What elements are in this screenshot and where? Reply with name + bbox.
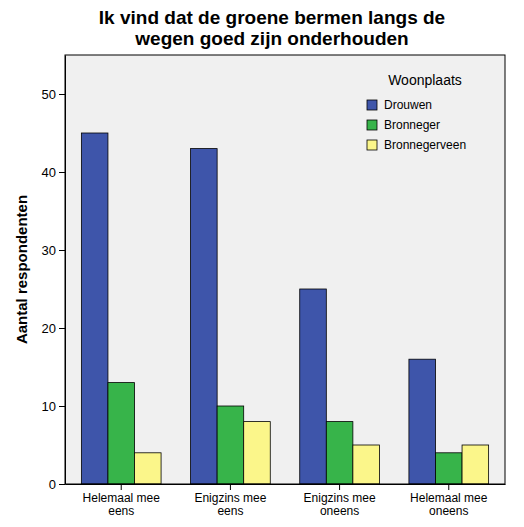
x-axis: Helemaal meeeens Enigzins meeeens Enigzins… — [66, 484, 506, 518]
y-tick-mark — [59, 328, 65, 329]
y-tick-mark — [59, 484, 65, 485]
legend-swatch — [367, 120, 377, 130]
y-tick-mark — [59, 250, 65, 251]
bar — [244, 422, 271, 484]
y-tick-label: 0 — [49, 477, 56, 492]
y-tick: 0 — [49, 477, 65, 492]
legend-label: Drouwen — [384, 98, 432, 112]
legend: Woonplaats Drouwen Bronneger Bronnegerveen — [367, 72, 466, 152]
bar — [435, 453, 462, 484]
y-tick-label: 10 — [42, 399, 56, 414]
legend-title: Woonplaats — [388, 72, 462, 88]
bar — [108, 383, 135, 484]
y-tick-mark — [59, 94, 65, 95]
bar — [135, 453, 162, 484]
legend-swatch — [367, 100, 377, 110]
legend-label: Bronnegerveen — [384, 138, 466, 152]
x-tick: Helemaal meeeens — [83, 484, 161, 518]
bar — [81, 133, 108, 484]
bar — [409, 359, 436, 484]
y-axis-line — [65, 56, 66, 485]
y-axis-label: Aantal respondenten — [13, 195, 30, 344]
x-tick-mark — [339, 484, 340, 490]
plot: 0 10 20 30 40 50 Helemaal meeeens Enigzins meee… — [42, 55, 506, 518]
y-tick: 30 — [42, 243, 65, 258]
y-tick: 20 — [42, 321, 65, 336]
bar — [326, 422, 353, 484]
plot-background — [65, 55, 505, 484]
legend-label: Bronneger — [384, 118, 440, 132]
x-tick: Helemaal meeoneens — [410, 484, 488, 518]
y-tick: 40 — [42, 165, 65, 180]
y-tick: 50 — [42, 87, 65, 102]
y-tick-mark — [59, 406, 65, 407]
y-axis: 0 10 20 30 40 50 — [42, 56, 66, 492]
x-tick-label: Helemaal meeoneens — [410, 491, 488, 518]
bar — [462, 445, 489, 484]
bar — [353, 445, 380, 484]
legend-swatch — [367, 140, 377, 150]
x-tick-mark — [230, 484, 231, 490]
bar — [217, 406, 244, 484]
bar — [300, 289, 327, 484]
x-tick-mark — [121, 484, 122, 490]
x-tick-label: Enigzins meeeens — [194, 491, 266, 518]
plot-frame — [65, 55, 505, 484]
x-tick-label: Enigzins meeoneens — [304, 491, 376, 518]
y-tick-mark — [59, 172, 65, 173]
y-tick-label: 40 — [42, 165, 56, 180]
bar — [191, 149, 218, 484]
title: Ik vind dat de groene bermen langs deweg… — [99, 7, 445, 49]
x-tick: Enigzins meeeens — [194, 484, 266, 518]
x-tick: Enigzins meeoneens — [304, 484, 376, 518]
chart: Ik vind dat de groene bermen langs deweg… — [0, 0, 524, 527]
x-axis-line — [66, 484, 506, 485]
x-tick-mark — [448, 484, 449, 490]
y-tick: 10 — [42, 399, 65, 414]
bars — [81, 133, 488, 484]
y-tick-label: 20 — [42, 321, 56, 336]
x-tick-label: Helemaal meeeens — [83, 491, 161, 518]
y-tick-label: 50 — [42, 87, 56, 102]
y-tick-label: 30 — [42, 243, 56, 258]
